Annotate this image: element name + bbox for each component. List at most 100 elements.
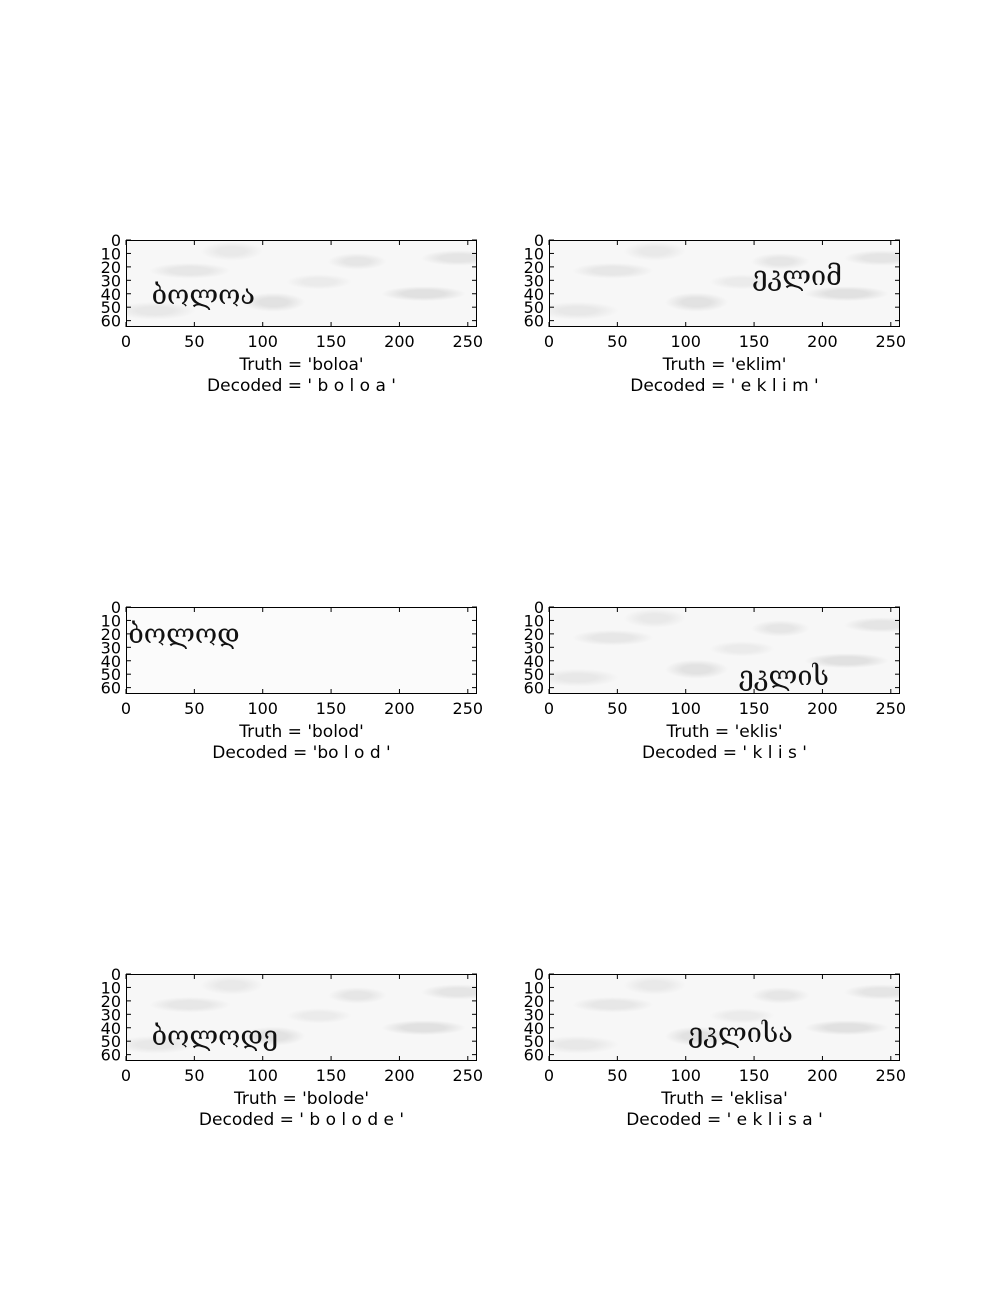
decoded-label: Decoded = 'bo l o d ' (212, 743, 391, 763)
y-tick-label: 40 (101, 652, 121, 671)
x-tick-label: 0 (121, 699, 131, 718)
y-tick-label: 60 (101, 679, 121, 698)
y-tick-label: 0 (534, 965, 544, 984)
y-tick-label: 50 (101, 298, 121, 317)
image-word: ბოლოა (151, 280, 255, 312)
y-tick-label: 10 (524, 611, 544, 630)
image-word: ეკლის (738, 660, 829, 692)
x-tick-label: 200 (807, 699, 838, 718)
y-tick-label: 20 (524, 258, 544, 277)
x-tick-label: 250 (453, 332, 484, 351)
image-area: ბოლოდ (126, 607, 477, 694)
x-tick-label: 200 (384, 699, 415, 718)
x-tick-label: 150 (316, 1066, 347, 1085)
x-tick-label: 50 (184, 332, 204, 351)
decoded-label: Decoded = ' e k l i s a ' (626, 1110, 823, 1130)
x-tick-label: 200 (807, 1066, 838, 1085)
y-tick-label: 30 (101, 271, 121, 290)
y-tick-label: 50 (524, 665, 544, 684)
image-word: ბოლოდე (151, 1020, 279, 1052)
y-tick-label: 30 (101, 638, 121, 657)
x-tick-label: 50 (184, 699, 204, 718)
truth-label: Truth = 'eklisa' (661, 1089, 788, 1109)
x-tick-label: 150 (739, 699, 770, 718)
y-tick-label: 60 (101, 1046, 121, 1065)
x-tick-label: 0 (544, 332, 554, 351)
y-tick-label: 0 (534, 231, 544, 250)
y-tick-label: 20 (524, 625, 544, 644)
y-tick-label: 30 (524, 1005, 544, 1024)
y-tick-label: 60 (524, 679, 544, 698)
x-tick-label: 250 (876, 699, 907, 718)
image-area: ეკლისა (549, 974, 900, 1061)
decoded-label: Decoded = ' e k l i m ' (630, 376, 819, 396)
panel-6: ეკლისა 0 50 100 150 200 250 0 10 20 30 40 50 60 Trut… (524, 965, 949, 1130)
panel-4: ეკლის 0 50 100 150 200 250 0 10 20 30 40 50 60 Truth… (524, 598, 949, 763)
x-tick-label: 150 (739, 1066, 770, 1085)
decoded-label: Decoded = ' k l i s ' (642, 743, 807, 763)
x-tick-label: 50 (607, 699, 627, 718)
y-tick-label: 50 (101, 665, 121, 684)
y-tick-label: 40 (101, 285, 121, 304)
y-tick-label: 50 (524, 298, 544, 317)
y-tick-label: 60 (101, 312, 121, 331)
x-tick-label: 50 (184, 1066, 204, 1085)
y-tick-label: 10 (524, 244, 544, 263)
y-tick-label: 10 (524, 978, 544, 997)
y-tick-label: 50 (524, 1032, 544, 1051)
y-tick-label: 30 (524, 271, 544, 290)
y-tick-label: 40 (524, 285, 544, 304)
y-tick-label: 40 (101, 1019, 121, 1038)
image-area: ეკლიმ (549, 240, 900, 327)
y-tick-label: 20 (101, 258, 121, 277)
y-tick-label: 10 (101, 978, 121, 997)
panel-2: ეკლიმ 0 50 100 150 200 250 0 10 20 30 40 50 60 Truth… (524, 231, 949, 396)
x-tick-label: 200 (384, 1066, 415, 1085)
truth-label: Truth = 'bolod' (239, 722, 364, 742)
x-tick-label: 200 (384, 332, 415, 351)
x-tick-label: 250 (453, 1066, 484, 1085)
x-tick-label: 100 (670, 699, 701, 718)
image-word: ეკლისა (688, 1018, 793, 1050)
y-tick-label: 0 (111, 231, 121, 250)
x-tick-label: 250 (453, 699, 484, 718)
x-tick-label: 100 (670, 1066, 701, 1085)
y-tick-label: 0 (534, 598, 544, 617)
panel-5: ბოლოდე 0 50 100 150 200 250 0 10 20 30 40 50 60 Trut… (101, 965, 526, 1130)
x-tick-label: 100 (247, 699, 278, 718)
truth-label: Truth = 'eklis' (666, 722, 783, 742)
truth-label: Truth = 'boloa' (239, 355, 364, 375)
y-tick-label: 20 (101, 992, 121, 1011)
decoded-label: Decoded = ' b o l o d e ' (198, 1110, 405, 1130)
y-tick-label: 30 (101, 1005, 121, 1024)
y-tick-label: 0 (111, 598, 121, 617)
truth-label: Truth = 'eklim' (662, 355, 787, 375)
truth-label: Truth = 'bolode' (233, 1089, 370, 1109)
x-tick-label: 100 (247, 332, 278, 351)
x-tick-label: 150 (316, 332, 347, 351)
image-word: ბოლოდ (128, 618, 240, 650)
image-word: ეკლიმ (752, 261, 842, 293)
x-tick-label: 250 (876, 1066, 907, 1085)
panel-1: ბოლოა 0 50 100 150 200 250 0 10 20 30 40 50 60 Truth… (101, 231, 526, 396)
y-tick-label: 0 (111, 965, 121, 984)
y-tick-label: 40 (524, 652, 544, 671)
y-tick-label: 10 (101, 611, 121, 630)
x-tick-label: 50 (607, 332, 627, 351)
x-tick-label: 0 (544, 699, 554, 718)
x-tick-label: 50 (607, 1066, 627, 1085)
x-tick-label: 100 (247, 1066, 278, 1085)
x-tick-label: 0 (121, 332, 131, 351)
decoded-label: Decoded = ' b o l o a ' (207, 376, 396, 396)
image-area: ბოლოა (126, 240, 477, 327)
y-tick-label: 20 (101, 625, 121, 644)
x-tick-label: 0 (544, 1066, 554, 1085)
x-tick-label: 250 (876, 332, 907, 351)
y-tick-label: 60 (524, 1046, 544, 1065)
y-tick-label: 30 (524, 638, 544, 657)
